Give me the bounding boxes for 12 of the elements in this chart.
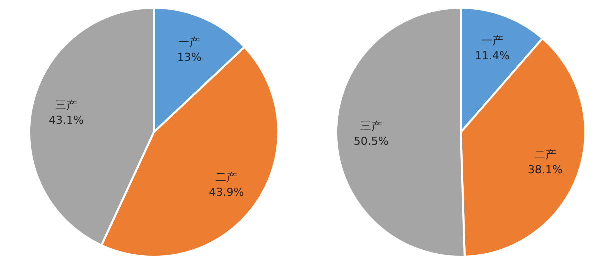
data-label: 50.5%: [354, 134, 389, 148]
data-label: 38.1%: [528, 164, 563, 177]
slice-label: 一产: [178, 36, 201, 50]
slice-label: 二产: [534, 148, 556, 162]
data-label: 13%: [177, 51, 202, 64]
data-label: 43.9%: [209, 186, 244, 199]
slice-label: 一产: [481, 34, 504, 48]
slice-label: 二产: [216, 170, 238, 184]
slice-label: 三产: [360, 120, 382, 133]
slice-label: 三产: [55, 99, 78, 112]
data-label: 11.4%: [474, 50, 510, 63]
data-label: 43.1%: [48, 114, 84, 128]
